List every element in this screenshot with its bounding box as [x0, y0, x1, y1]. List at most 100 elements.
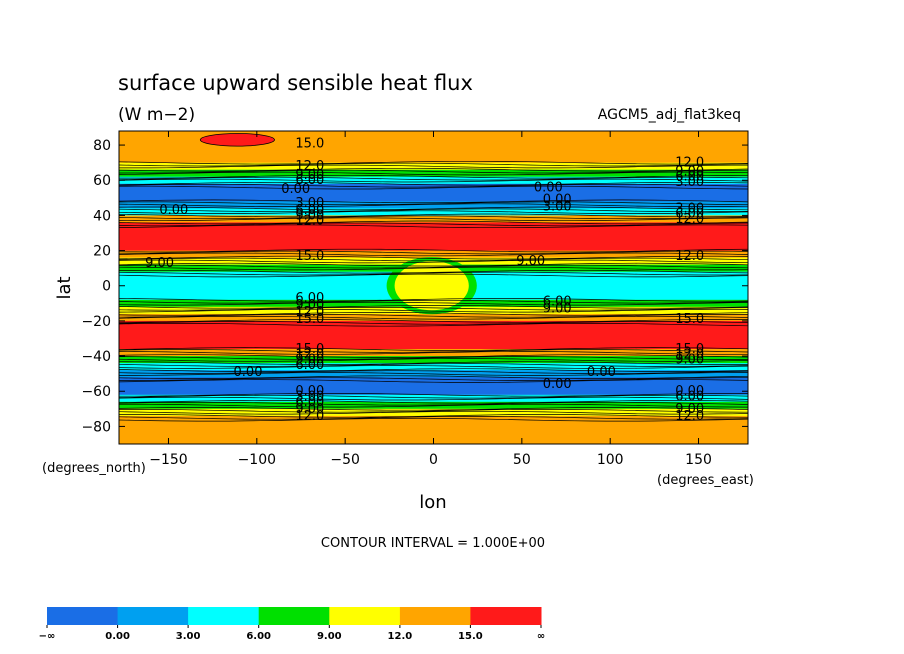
band-6 [119, 208, 748, 216]
contour-line [119, 368, 748, 372]
y-tick-label: 80 [93, 138, 111, 154]
colorbar-swatch [117, 607, 189, 625]
contour-line [119, 269, 748, 274]
contour-label: 3.00 [295, 390, 324, 405]
y-tick-label: −40 [81, 349, 111, 365]
contour-line [119, 199, 748, 204]
x-units-note: (degrees_east) [657, 473, 754, 488]
contour-line [119, 396, 748, 401]
x-tick-label: −150 [149, 452, 187, 468]
contour-line [119, 305, 748, 309]
contour-line [119, 414, 748, 418]
contour-label: 15.0 [295, 249, 324, 264]
contour-line [119, 174, 748, 179]
colorbar-swatch [188, 607, 260, 625]
contour-label: 9.00 [295, 298, 324, 313]
colorbar-swatch [399, 607, 471, 625]
contour-line [119, 416, 748, 420]
x-tick-label: 50 [513, 452, 531, 468]
colorbar-tick-label: 12.0 [388, 631, 413, 642]
y-tick-label: −20 [81, 314, 111, 330]
contour-line [119, 273, 748, 278]
contour-label: 6.00 [295, 358, 324, 373]
colorbar-tick-label: 6.00 [246, 631, 271, 642]
contour-line [119, 203, 748, 207]
contour-label: 0.00 [543, 193, 572, 208]
contour-line [119, 248, 748, 253]
contour-line [119, 264, 748, 269]
contour-label: 9.00 [675, 353, 704, 368]
contour-label: 9.00 [295, 402, 324, 417]
contour-line [119, 349, 748, 353]
contour-line [119, 171, 748, 176]
contour-label: 15.0 [295, 312, 324, 327]
contour-line [119, 222, 748, 227]
band-8 [119, 222, 748, 252]
y-tick-label: 40 [93, 208, 111, 224]
contour-label: 12.0 [675, 249, 704, 264]
x-axis: −150 −100 −50 0 50 100 150 [149, 131, 712, 468]
contour-label: 12.0 [295, 409, 324, 424]
contour-line [119, 299, 748, 304]
contour-line [119, 354, 748, 358]
y-axis-label: lat [54, 276, 75, 299]
band-16 [119, 320, 748, 350]
contour-line [119, 208, 748, 213]
contour-line [119, 351, 748, 355]
contour-line [119, 257, 748, 262]
colorbar-tick-label: −∞ [39, 631, 56, 642]
contour-line [119, 347, 748, 351]
contour-label: 0.00 [675, 384, 704, 399]
colorbar-tick-label: 0.00 [105, 631, 130, 642]
contour-line [119, 400, 748, 404]
contour-label: 3.00 [675, 175, 704, 190]
band-5 [119, 201, 748, 209]
chart-title: surface upward sensible heat flux [118, 71, 473, 95]
band-18 [119, 356, 748, 364]
y-tick-label: 60 [93, 173, 111, 189]
contour-label: 6.00 [675, 170, 704, 185]
band-24 [119, 408, 748, 417]
contour-label: 3.00 [675, 201, 704, 216]
contour-line [119, 220, 748, 225]
contour-line [119, 213, 748, 218]
contour-label: 12.0 [295, 214, 324, 229]
colorbar-tick-label: 3.00 [176, 631, 201, 642]
colorbar-tick-label: ∞ [537, 631, 545, 642]
contour-line [119, 206, 748, 211]
contour-line [119, 178, 748, 183]
contour-label: 0.00 [543, 377, 572, 392]
contour-label: 9.00 [295, 353, 324, 368]
contour-label: 0.00 [281, 182, 310, 197]
x-tick-label: 100 [597, 452, 624, 468]
contour-line [119, 363, 748, 367]
contour-line [119, 393, 748, 397]
contour-label: 0.00 [295, 384, 324, 399]
contour-line [119, 409, 748, 413]
contour-line [119, 370, 748, 374]
contour-label: 15.0 [295, 136, 324, 151]
band-4 [119, 183, 748, 202]
contour-line [119, 375, 748, 379]
contour-line [119, 407, 748, 411]
colorbar-swatch [47, 607, 119, 625]
contour-line [119, 403, 748, 408]
colorbar-tick-label: 9.00 [317, 631, 342, 642]
contour-line [119, 323, 748, 327]
y-tick-label: 20 [93, 244, 111, 260]
contour-line [119, 298, 748, 302]
contour-line [119, 365, 748, 369]
contour-label: 0.00 [159, 203, 188, 218]
contour-label: 6.00 [543, 295, 572, 310]
x-tick-label: −100 [238, 452, 276, 468]
contour-line [119, 307, 748, 311]
band-2 [119, 169, 748, 178]
contour-label: 9.00 [516, 254, 545, 269]
contour-interval-text: CONTOUR INTERVAL = 1.000E+00 [321, 536, 545, 551]
contour-line [119, 169, 748, 174]
high-flux-patch [199, 133, 275, 147]
contour-line [119, 217, 748, 222]
contour-line [119, 167, 748, 172]
filled-contour-bands [119, 131, 748, 444]
contour-label: 6.00 [295, 203, 324, 218]
